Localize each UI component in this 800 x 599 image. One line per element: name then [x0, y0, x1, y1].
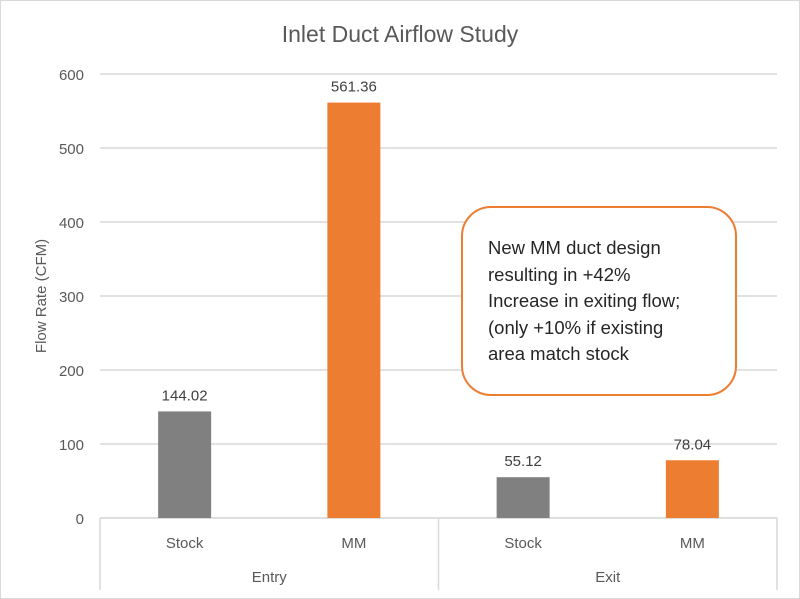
data-label: 78.04: [674, 436, 712, 453]
data-label: 144.02: [162, 387, 208, 404]
y-tick-label: 200: [59, 363, 84, 380]
x-tick-label: Stock: [504, 535, 542, 552]
bar-entry-stock: [158, 411, 212, 518]
y-axis-label: Flow Rate (CFM): [33, 239, 50, 353]
annotation-line: area match stock: [488, 343, 629, 364]
y-tick-label: 400: [59, 215, 84, 232]
y-tick-label: 300: [59, 289, 84, 306]
data-label: 561.36: [331, 79, 377, 96]
x-tick-label: Stock: [166, 535, 204, 552]
annotation-callout: New MM duct design resulting in +42% Inc…: [461, 206, 737, 396]
y-tick-label: 100: [59, 437, 84, 454]
group-label: Entry: [252, 569, 288, 586]
annotation-line: resulting in +42%: [488, 263, 631, 285]
annotation-line: New MM duct design: [488, 237, 661, 258]
x-tick-label: MM: [341, 535, 366, 552]
annotation-line: (only +10% if existing: [488, 316, 664, 338]
chart-title: Inlet Duct Airflow Study: [282, 21, 519, 47]
annotation-line: Increase in exiting flow;: [488, 290, 681, 311]
x-tick-label: MM: [680, 535, 705, 552]
y-tick-label: 600: [59, 67, 84, 84]
y-tick-label: 0: [76, 511, 84, 528]
bar-exit-mm: [665, 460, 719, 518]
bar-entry-mm: [327, 102, 381, 518]
data-label: 55.12: [504, 453, 542, 470]
bar-exit-stock: [496, 477, 550, 518]
y-tick-label: 500: [59, 141, 84, 158]
group-label: Exit: [595, 569, 621, 586]
